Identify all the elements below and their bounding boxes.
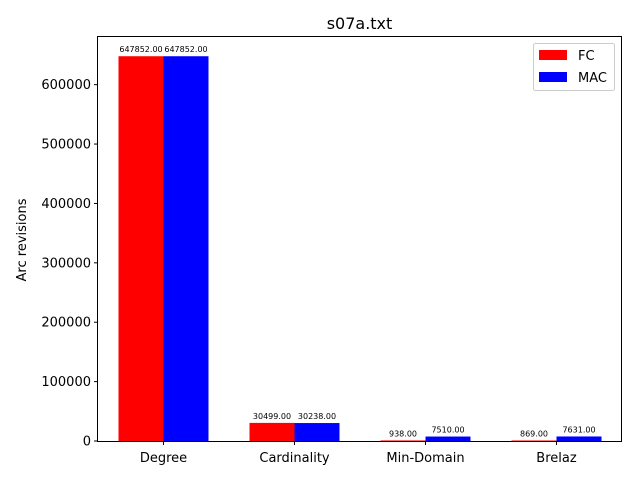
value-labels-group: 647852.00 30499.00 938.00 869.00 647852.00 30…	[119, 45, 595, 438]
legend-swatch-fc	[539, 50, 567, 60]
bar-mac-brelaz	[556, 436, 602, 441]
y-axis-label: Arc revisions	[15, 198, 30, 281]
bar-fc-degree	[118, 56, 164, 441]
value-label: 30238.00	[298, 412, 336, 421]
bar-mac-cardinality	[294, 423, 340, 441]
plot-frame	[97, 36, 622, 442]
y-tick-label: 200000	[41, 316, 91, 331]
y-tick-label: 100000	[41, 375, 91, 390]
legend: FC MAC	[533, 43, 615, 91]
bar-fc-cardinality	[249, 422, 295, 441]
chart-title: s07a.txt	[327, 14, 393, 33]
value-label: 30499.00	[253, 412, 291, 421]
value-label: 647852.00	[119, 45, 162, 54]
y-tick-label: 0	[83, 435, 91, 450]
value-label: 7510.00	[431, 426, 464, 435]
bar-fc-min-domain	[380, 440, 426, 441]
value-label: 647852.00	[164, 45, 207, 54]
bar-fc-brelaz	[511, 440, 557, 441]
y-tick-label: 500000	[41, 138, 91, 153]
legend-label-fc: FC	[578, 49, 595, 64]
x-axis: Degree Cardinality Min-Domain Brelaz	[140, 441, 577, 466]
value-label: 7631.00	[562, 425, 595, 434]
y-tick-label: 600000	[41, 78, 91, 93]
legend-label-mac: MAC	[578, 71, 607, 86]
value-label: 938.00	[389, 429, 417, 438]
bar-mac-min-domain	[425, 436, 471, 441]
x-tick-label: Degree	[140, 451, 187, 466]
y-tick-label: 300000	[41, 256, 91, 271]
bars-group	[118, 56, 602, 441]
bar-mac-degree	[163, 56, 209, 441]
y-axis: 0 100000 200000 300000 400000 500000 600000	[41, 78, 98, 450]
value-label: 869.00	[520, 429, 548, 438]
x-tick-label: Brelaz	[536, 451, 577, 466]
x-tick-label: Min-Domain	[386, 451, 464, 466]
legend-swatch-mac	[539, 72, 567, 82]
x-tick-label: Cardinality	[259, 451, 330, 466]
y-tick-label: 400000	[41, 197, 91, 212]
